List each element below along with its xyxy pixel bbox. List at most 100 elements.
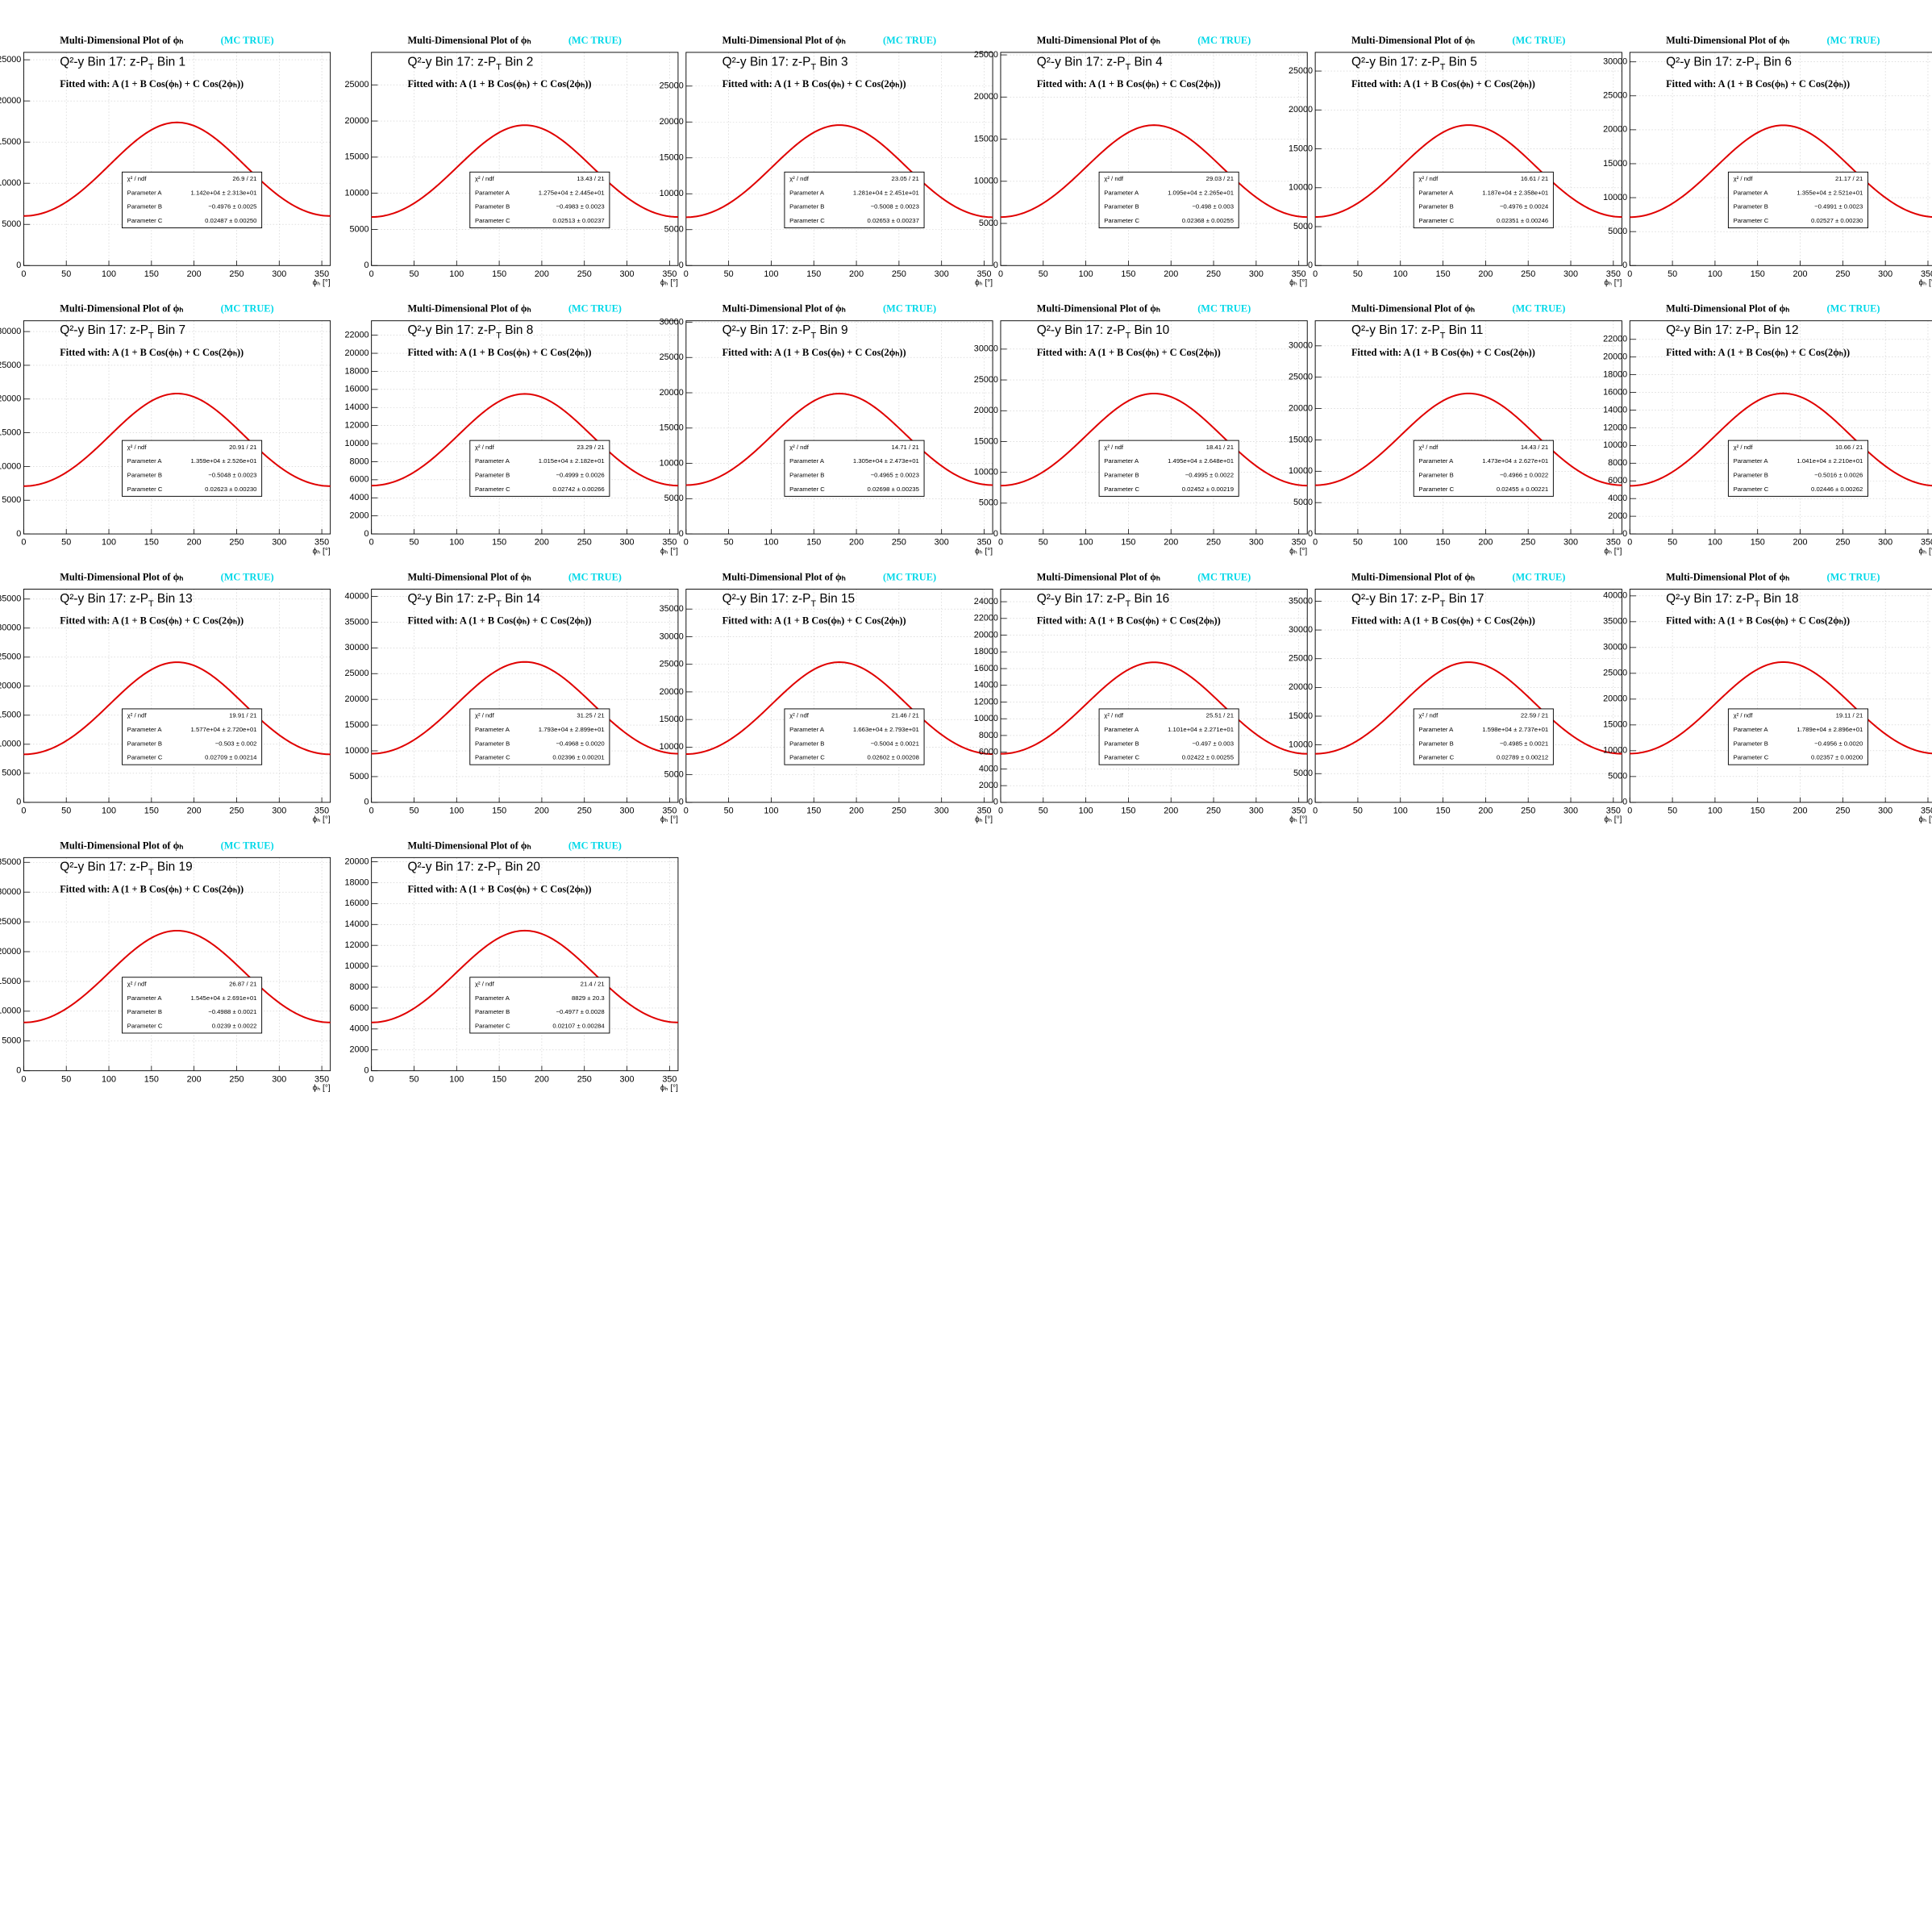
subtitle: Q²-y Bin 17: z-PT Bin 12 — [1666, 323, 1798, 340]
plot-frame — [371, 52, 679, 266]
y-tick-label: 10000 — [1603, 746, 1627, 756]
subtitle: Q²-y Bin 17: z-PT Bin 13 — [60, 592, 192, 609]
plot-frame — [23, 589, 331, 803]
x-tick-label: 200 — [1164, 269, 1178, 279]
stats-label: χ² / ndf — [127, 175, 148, 182]
chart-title: Multi-Dimensional Plot of ϕₕ — [1037, 571, 1160, 582]
stats-label: Parameter A — [1418, 457, 1454, 465]
stats-value: 0.02527 ± 0.00230 — [1811, 217, 1863, 224]
stats-label: Parameter C — [789, 754, 825, 761]
stats-label: Parameter B — [789, 740, 824, 747]
y-tick-label: 10000 — [344, 746, 368, 756]
fit-curve — [685, 124, 993, 219]
stats-label: Parameter A — [789, 189, 825, 196]
stats-label: Parameter B — [475, 471, 510, 478]
y-tick-label: 15000 — [660, 715, 684, 724]
x-tick-label: 50 — [409, 269, 418, 279]
x-tick-label: 300 — [620, 538, 635, 548]
x-axis-label: ϕₕ [°] — [660, 279, 678, 288]
fit-curve — [23, 121, 331, 217]
x-tick-label: 350 — [1292, 806, 1306, 816]
x-tick-label: 350 — [662, 269, 677, 279]
y-tick-label: 22000 — [1603, 335, 1627, 344]
fit-curve — [371, 929, 678, 1023]
x-tick-label: 50 — [409, 1074, 418, 1084]
x-tick-label: 200 — [1478, 538, 1493, 548]
fit-label: Fitted with: A (1 + B Cos(ϕₕ) + C Cos(2ϕ… — [60, 78, 244, 90]
x-tick-label: 250 — [229, 806, 244, 816]
y-tick-label: 25000 — [344, 669, 368, 678]
stats-label: Parameter B — [789, 203, 824, 210]
fit-label: Fitted with: A (1 + B Cos(ϕₕ) + C Cos(2ϕ… — [1351, 347, 1535, 358]
y-tick-label: 30000 — [1289, 341, 1313, 351]
subtitle-part: Q²-y Bin 17: z-P — [1666, 592, 1755, 606]
stats-label: χ² / ndf — [475, 444, 495, 451]
x-tick-label: 150 — [144, 538, 159, 548]
subtitle-part: Q²-y Bin 17: z-P — [722, 592, 811, 606]
fit-curve — [371, 393, 678, 487]
subtitle-part: Bin 11 — [1445, 323, 1483, 337]
x-axis-label: ϕₕ [°] — [1289, 547, 1307, 556]
x-tick-label: 50 — [724, 269, 734, 279]
stats-label: Parameter C — [127, 1022, 163, 1029]
plot-frame — [23, 52, 331, 266]
stats-label: Parameter C — [1734, 754, 1769, 761]
stats-label: Parameter C — [1104, 486, 1139, 493]
subtitle-part: Bin 10 — [1130, 323, 1169, 337]
x-tick-label: 250 — [577, 1074, 592, 1084]
y-tick-label: 18000 — [1603, 369, 1627, 379]
stats-label: Parameter B — [1104, 203, 1139, 210]
x-tick-label: 200 — [187, 1074, 202, 1084]
subtitle-part: T — [148, 62, 154, 72]
x-tick-label: 350 — [1292, 269, 1306, 279]
y-tick-label: 12000 — [344, 421, 368, 431]
x-tick-label: 200 — [535, 806, 549, 816]
y-tick-label: 15000 — [974, 436, 998, 446]
y-tick-label: 30000 — [1603, 643, 1627, 652]
fit-curve — [1315, 124, 1622, 219]
subtitle-part: T — [810, 599, 816, 609]
y-tick-label: 5000 — [350, 224, 369, 234]
stats-label: Parameter A — [475, 994, 510, 1002]
stats-box — [469, 708, 610, 765]
plot-frame — [371, 856, 679, 1072]
stats-label: Parameter C — [1734, 486, 1769, 493]
x-tick-label: 50 — [1039, 269, 1048, 279]
x-axis-label: ϕₕ [°] — [1604, 815, 1622, 824]
stats-value: 1.359e+04 ± 2.526e+01 — [191, 457, 257, 465]
stats-value: 18.41 / 21 — [1206, 444, 1234, 451]
x-tick-label: 100 — [764, 806, 778, 816]
y-tick-label: 0 — [679, 798, 684, 807]
stats-label: Parameter B — [1734, 471, 1768, 478]
plot-area — [1630, 52, 1932, 266]
stats-value: 1.275e+04 ± 2.445e+01 — [539, 189, 605, 196]
y-tick-label: 16000 — [974, 664, 998, 673]
subtitle-part: T — [148, 868, 154, 877]
y-tick-label: 0 — [679, 529, 684, 539]
stats-value: 29.03 / 21 — [1206, 175, 1234, 182]
x-tick-label: 250 — [1521, 538, 1535, 548]
stats-value: 1.095e+04 ± 2.265e+01 — [1168, 189, 1234, 196]
x-tick-label: 300 — [620, 1074, 635, 1084]
stats-label: Parameter B — [475, 1008, 510, 1015]
y-tick-label: 5000 — [664, 225, 684, 235]
subtitle: Q²-y Bin 17: z-PT Bin 17 — [1351, 592, 1484, 609]
x-tick-label: 0 — [684, 806, 689, 816]
x-tick-label: 300 — [1249, 269, 1264, 279]
x-tick-label: 250 — [1521, 269, 1535, 279]
chart-title: Multi-Dimensional Plot of ϕₕ — [1666, 303, 1789, 315]
stats-value: −0.498 ± 0.003 — [1192, 203, 1234, 210]
x-tick-label: 250 — [1835, 269, 1850, 279]
x-axis-label: ϕₕ [°] — [975, 279, 993, 288]
stats-value: −0.4968 ± 0.0020 — [556, 740, 604, 747]
stats-label: χ² / ndf — [1734, 712, 1754, 719]
fit-label: Fitted with: A (1 + B Cos(ϕₕ) + C Cos(2ϕ… — [722, 347, 906, 358]
y-tick-label: 10000 — [1289, 466, 1313, 476]
subtitle-part: Bin 6 — [1760, 55, 1792, 69]
plot-frame — [371, 589, 679, 803]
stats-label: Parameter A — [1418, 726, 1454, 733]
x-tick-label: 150 — [144, 269, 159, 279]
x-tick-label: 100 — [1708, 269, 1722, 279]
y-tick-label: 20000 — [974, 92, 998, 102]
y-tick-label: 15000 — [1603, 720, 1627, 730]
